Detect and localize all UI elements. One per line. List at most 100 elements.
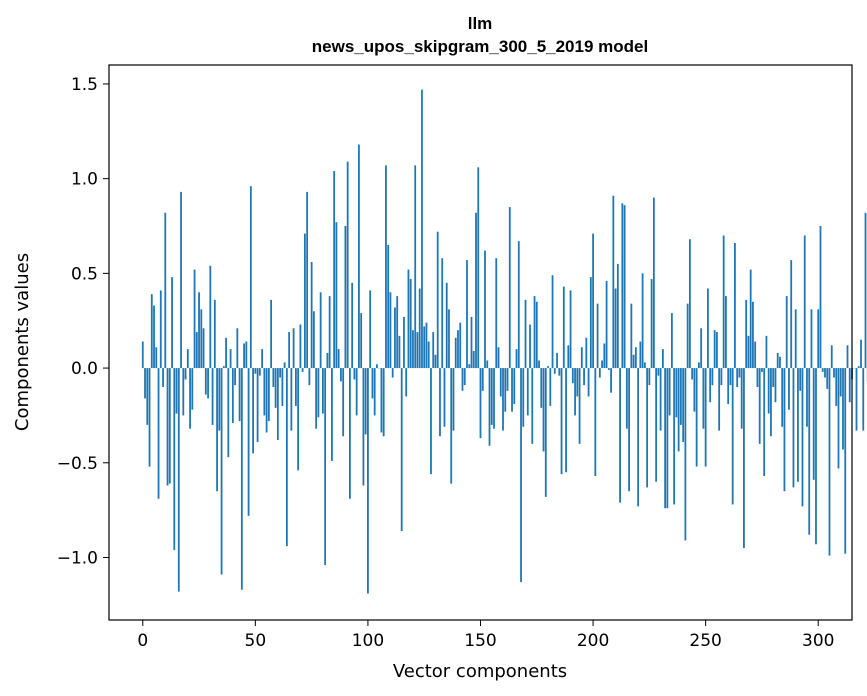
bar (425, 322, 428, 369)
bar (621, 203, 624, 369)
bar (673, 368, 676, 505)
bar (234, 368, 236, 386)
bar (171, 277, 173, 369)
bar (189, 368, 191, 429)
x-tick-label: 200 (577, 631, 609, 651)
bar (371, 368, 374, 399)
bar (396, 296, 399, 369)
bar (495, 258, 498, 369)
bar (274, 368, 277, 408)
bar (220, 368, 223, 575)
bar (180, 191, 182, 369)
bar (612, 195, 615, 369)
bar (340, 368, 342, 382)
bar (441, 258, 444, 369)
bar (862, 368, 865, 431)
bar (344, 226, 347, 369)
bar (207, 368, 209, 399)
bar (144, 368, 146, 399)
bar (335, 222, 338, 369)
bar (349, 368, 351, 499)
bar (846, 345, 849, 369)
bar (826, 368, 829, 389)
bar-series (141, 89, 867, 594)
y-tick-label: 1.0 (71, 170, 98, 190)
bar (141, 341, 144, 369)
bar (312, 311, 315, 369)
bar (727, 368, 730, 405)
bar (520, 368, 522, 583)
y-tick-label: 0.5 (71, 264, 98, 284)
bar (331, 368, 333, 461)
bar (702, 368, 705, 429)
bar (830, 345, 833, 369)
bar (725, 296, 727, 369)
bar (738, 368, 741, 378)
bar (405, 368, 408, 397)
bar (506, 368, 509, 391)
bar (661, 349, 664, 369)
bar (763, 368, 766, 477)
bar (222, 366, 225, 369)
bar (353, 368, 356, 380)
bar (607, 368, 610, 370)
bar (317, 368, 320, 418)
bar (529, 324, 531, 369)
bar (765, 335, 768, 369)
bar (466, 260, 468, 369)
bar (625, 368, 628, 429)
bar (790, 260, 793, 369)
bar (567, 345, 570, 369)
bar (837, 368, 840, 469)
bar (490, 368, 493, 425)
bar (421, 89, 423, 369)
bar (605, 280, 608, 369)
x-tick-label: 250 (689, 631, 721, 651)
bar (254, 368, 257, 374)
bar (362, 368, 365, 486)
bar (202, 328, 205, 369)
bar (155, 347, 158, 369)
bar (643, 362, 646, 369)
bar (294, 368, 297, 406)
bar (387, 244, 390, 369)
bar (731, 368, 734, 505)
bar (484, 250, 486, 369)
bar (358, 144, 360, 369)
bar (261, 349, 263, 369)
bar (808, 368, 811, 535)
bar (403, 316, 405, 369)
bar (240, 368, 243, 590)
bar (619, 368, 621, 503)
bar (204, 368, 207, 395)
bar (828, 368, 831, 556)
bar (707, 288, 709, 369)
bar (815, 368, 817, 545)
bar (801, 368, 804, 507)
bar (668, 368, 671, 416)
bar (499, 368, 502, 397)
x-tick-label: 0 (137, 631, 148, 651)
bar (664, 368, 667, 509)
bar (267, 368, 270, 422)
bar (328, 296, 331, 369)
y-tick-label: 1.5 (71, 75, 98, 95)
bar (817, 309, 820, 369)
bar (538, 360, 540, 369)
chart-title-line1: llm (468, 14, 493, 33)
bar (864, 212, 867, 369)
bar (479, 368, 482, 439)
bar (247, 368, 250, 516)
x-tick-label: 50 (245, 631, 267, 651)
bar (195, 332, 198, 369)
bar (648, 368, 651, 386)
bar (698, 362, 700, 369)
bar (238, 368, 241, 422)
bar (319, 292, 322, 369)
bar (511, 368, 513, 412)
bar (360, 313, 363, 369)
bar (716, 332, 718, 369)
bar (860, 339, 862, 369)
bar (488, 368, 491, 446)
